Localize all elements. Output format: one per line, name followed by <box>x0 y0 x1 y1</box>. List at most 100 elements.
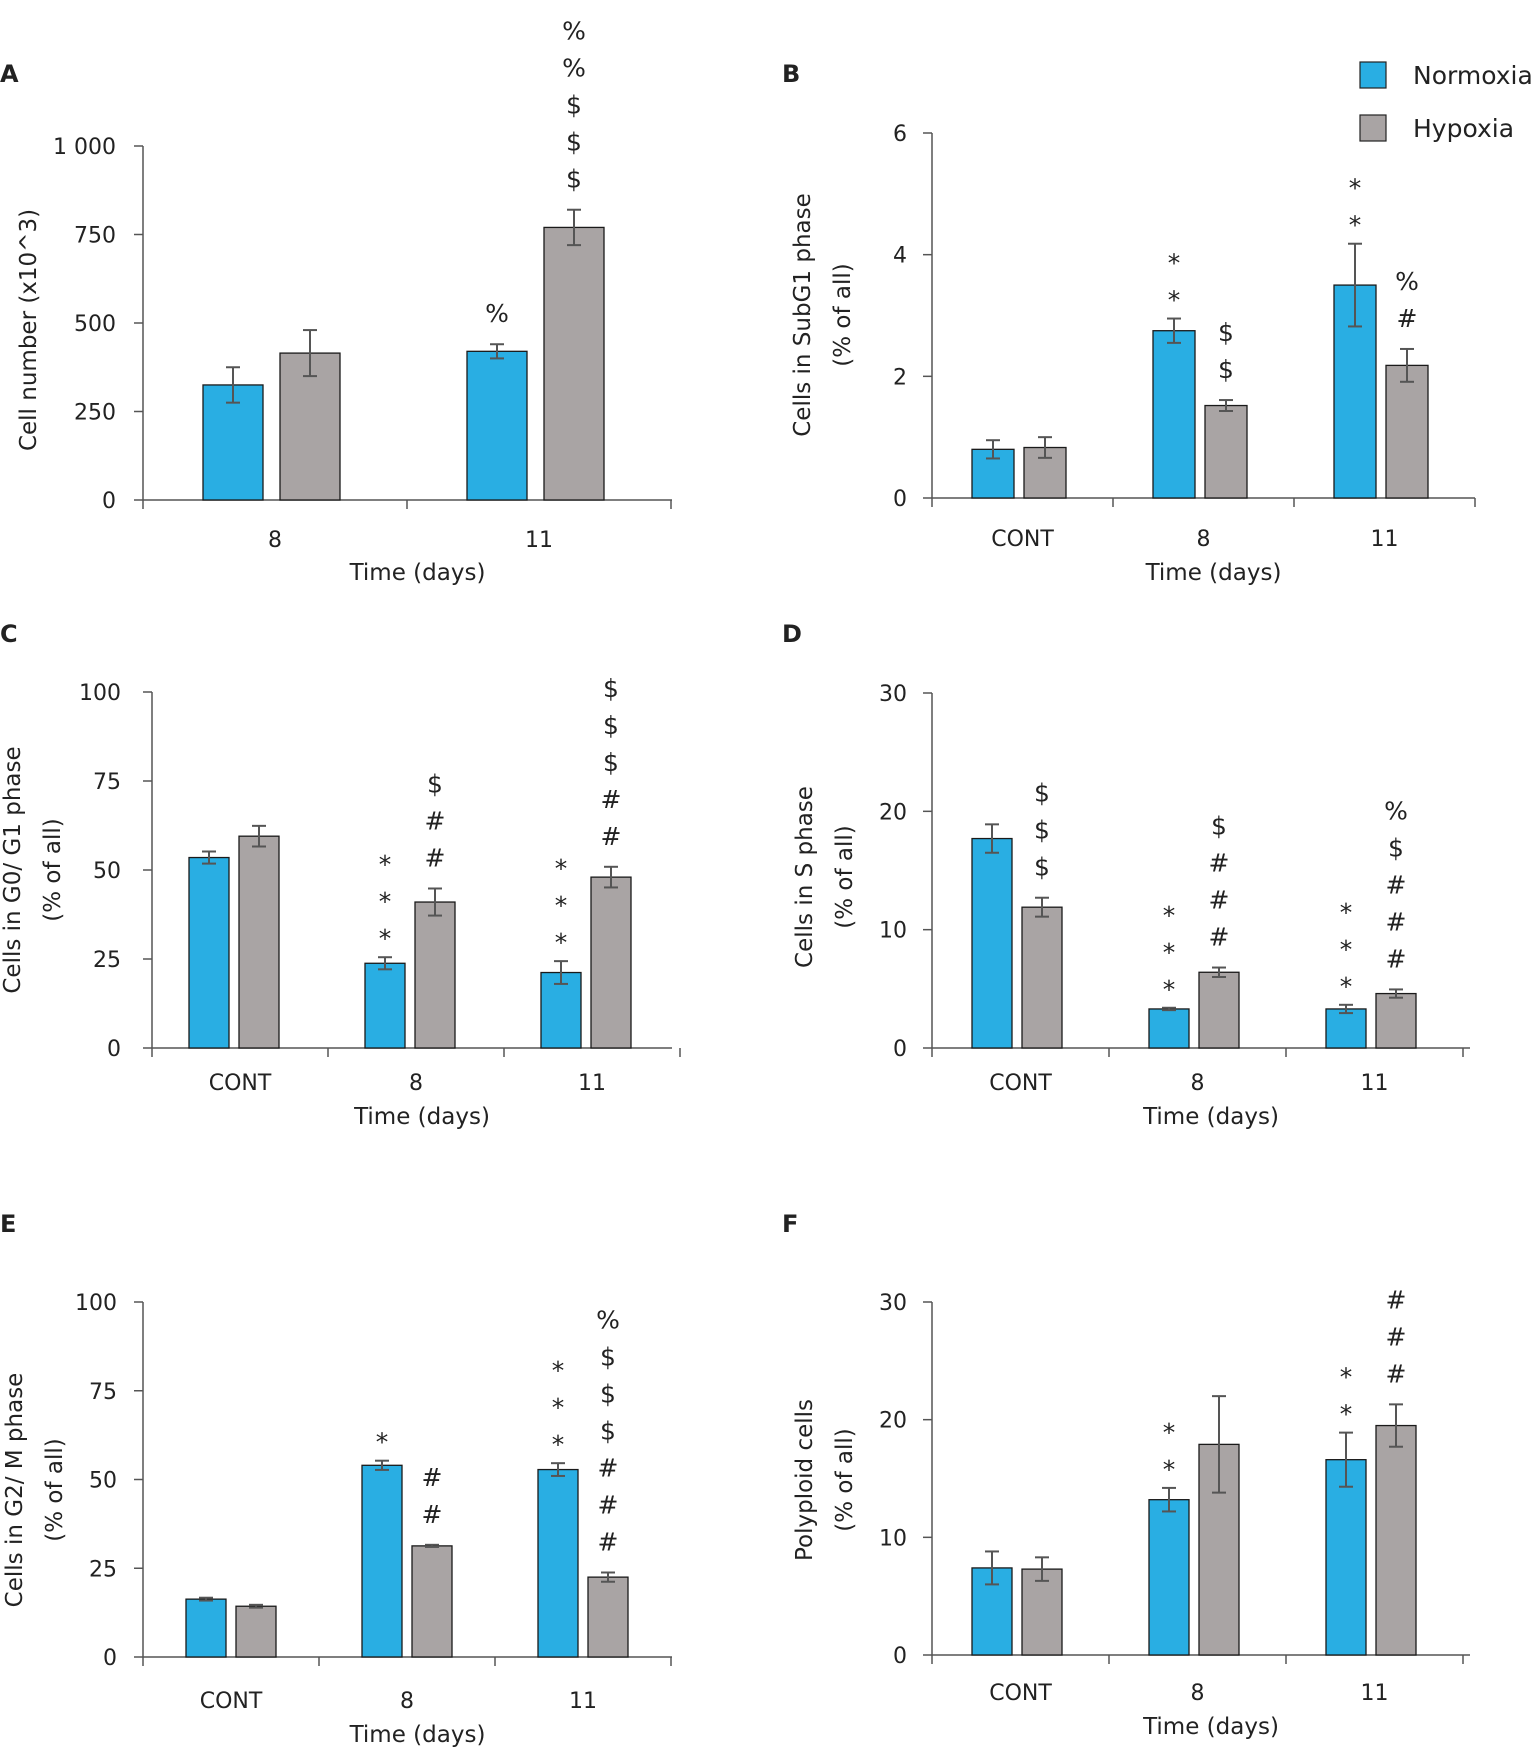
bar-a-hypoxia-0 <box>279 352 341 501</box>
x-category-label-e-2: 11 <box>569 1689 597 1714</box>
significance-mark-e-normoxia-2-2: * <box>552 1430 565 1459</box>
significance-mark-b-normoxia-2-0: * <box>1349 174 1362 203</box>
x-category-label-c-2: 11 <box>578 1071 606 1096</box>
x-category-label-d-2: 11 <box>1361 1071 1389 1096</box>
significance-mark-b-normoxia-1-1: * <box>1168 286 1181 315</box>
bar-e-normoxia-1 <box>361 1464 403 1658</box>
legend-label-normoxia: Normoxia <box>1413 61 1533 90</box>
x-category-label-e-1: 8 <box>400 1689 414 1714</box>
y-tick-label-e-4: 100 <box>75 1291 117 1316</box>
significance-mark-d-hypoxia-1-1: # <box>1209 849 1230 878</box>
bar-e-normoxia-0 <box>185 1598 227 1658</box>
significance-mark-c-normoxia-1-1: * <box>379 887 392 916</box>
y-axis-title-d-0: Cells in S phase <box>792 786 818 968</box>
bar-f-hypoxia-0 <box>1021 1568 1063 1656</box>
y-tick-label-a-4: 1 000 <box>53 135 116 160</box>
bar-f-hypoxia-2 <box>1375 1424 1417 1656</box>
significance-mark-a-normoxia-1-0: % <box>485 299 509 328</box>
significance-mark-c-hypoxia-1-2: # <box>425 844 446 873</box>
y-tick-label-c-2: 50 <box>93 859 121 884</box>
significance-mark-a-hypoxia-1-0: % <box>562 17 586 46</box>
panel-letter-a: A <box>0 60 19 88</box>
significance-mark-c-hypoxia-2-1: $ <box>603 711 619 740</box>
panel-c: C 0 25 50 75 100 CONT 8 * * * $ # #11 * * * $ $ $ # # Time (da… <box>0 620 681 1130</box>
significance-mark-b-normoxia-1-0: * <box>1168 249 1181 278</box>
significance-mark-c-hypoxia-2-0: $ <box>603 674 619 703</box>
significance-mark-e-hypoxia-2-3: $ <box>600 1417 616 1446</box>
x-category-label-d-1: 8 <box>1191 1071 1205 1096</box>
y-tick-label-f-2: 20 <box>879 1409 907 1434</box>
y-tick-label-b-2: 4 <box>893 244 907 269</box>
bar-e-hypoxia-1 <box>411 1545 453 1658</box>
panel-letter-f: F <box>782 1210 798 1238</box>
bar-b-hypoxia-1 <box>1204 404 1248 499</box>
x-category-label-f-0: CONT <box>989 1681 1052 1706</box>
x-axis-title-d: Time (days) <box>1142 1104 1279 1130</box>
significance-mark-d-normoxia-1-0: * <box>1163 901 1176 930</box>
panel-b: B 0 2 4 6 CONT 8 * * $ $11 * *% # Time (days) Cells in … <box>782 60 1476 586</box>
legend-swatch-hypoxia <box>1359 114 1387 142</box>
bar-c-hypoxia-1 <box>414 901 456 1049</box>
y-axis-title-e-1: (% of all) <box>42 1438 68 1541</box>
bar-e-normoxia-2 <box>537 1468 579 1658</box>
significance-mark-c-hypoxia-1-0: $ <box>427 770 443 799</box>
bar-c-normoxia-0 <box>188 856 230 1049</box>
panel-d: D 0 10 20 30 CONT $ $ $8 * * * $ # # #11 * * *% $ # # # Time (d… <box>782 620 1470 1130</box>
y-tick-label-f-3: 30 <box>879 1291 907 1316</box>
y-tick-label-c-4: 100 <box>79 681 121 706</box>
panel-letter-d: D <box>782 620 802 648</box>
significance-mark-d-hypoxia-2-0: % <box>1384 796 1408 825</box>
x-category-label-c-1: 8 <box>409 1071 423 1096</box>
x-category-label-b-2: 11 <box>1371 527 1399 552</box>
legend-label-hypoxia: Hypoxia <box>1413 114 1514 143</box>
y-tick-label-d-0: 0 <box>893 1037 907 1062</box>
significance-mark-f-normoxia-1-0: * <box>1163 1418 1176 1447</box>
panel-a: A 0 250 500 750 1 000 8 11%%% $ $ $ Time (days) Cell… <box>0 17 672 586</box>
bar-a-normoxia-1 <box>466 350 528 501</box>
x-axis-title-b: Time (days) <box>1145 560 1282 586</box>
bar-d-hypoxia-2 <box>1375 992 1417 1049</box>
significance-mark-c-normoxia-1-2: * <box>379 924 392 953</box>
significance-mark-f-hypoxia-2-1: # <box>1386 1322 1407 1351</box>
y-tick-label-b-3: 6 <box>893 122 907 147</box>
panel-e: E 0 25 50 75 100 CONT 8 * # #11 * * *% $ $ $ # # # Time (day… <box>0 1210 672 1748</box>
significance-mark-e-hypoxia-2-5: # <box>598 1491 619 1520</box>
x-category-label-f-1: 8 <box>1191 1681 1205 1706</box>
bar-b-normoxia-1 <box>1152 330 1196 499</box>
x-category-label-a-0: 8 <box>268 528 282 553</box>
significance-mark-f-normoxia-1-1: * <box>1163 1455 1176 1484</box>
significance-mark-e-hypoxia-2-1: $ <box>600 1343 616 1372</box>
y-tick-label-c-0: 0 <box>107 1037 121 1062</box>
panel-letter-e: E <box>0 1210 16 1238</box>
x-category-label-f-2: 11 <box>1361 1681 1389 1706</box>
significance-mark-e-normoxia-2-1: * <box>552 1393 565 1422</box>
significance-mark-f-hypoxia-2-2: # <box>1386 1359 1407 1388</box>
y-tick-label-c-1: 25 <box>93 948 121 973</box>
panel-letter-b: B <box>782 60 800 88</box>
significance-mark-d-hypoxia-2-2: # <box>1386 870 1407 899</box>
y-tick-label-e-0: 0 <box>103 1646 117 1671</box>
y-tick-label-d-1: 10 <box>879 919 907 944</box>
y-tick-label-e-1: 25 <box>89 1557 117 1582</box>
significance-mark-b-hypoxia-2-1: # <box>1397 304 1418 333</box>
significance-mark-e-normoxia-1-0: * <box>376 1428 389 1457</box>
bar-b-normoxia-0 <box>971 448 1015 499</box>
significance-mark-d-hypoxia-1-0: $ <box>1211 812 1227 841</box>
y-axis-title-e-0: Cells in G2/ M phase <box>2 1373 28 1608</box>
significance-mark-a-hypoxia-1-4: $ <box>566 165 582 194</box>
significance-mark-b-normoxia-2-1: * <box>1349 211 1362 240</box>
x-category-label-e-0: CONT <box>200 1689 263 1714</box>
y-tick-label-b-1: 2 <box>893 365 907 390</box>
x-category-label-c-0: CONT <box>209 1071 272 1096</box>
y-tick-label-d-3: 30 <box>879 682 907 707</box>
y-axis-title-f-1: (% of all) <box>832 1428 858 1531</box>
y-tick-label-a-1: 250 <box>74 401 116 426</box>
x-axis-title-f: Time (days) <box>1142 1714 1279 1740</box>
bar-f-normoxia-2 <box>1325 1459 1367 1656</box>
x-category-label-b-0: CONT <box>991 527 1054 552</box>
legend: Normoxia Hypoxia <box>1359 61 1533 143</box>
y-tick-label-f-1: 10 <box>879 1526 907 1551</box>
significance-mark-c-hypoxia-2-4: # <box>601 822 622 851</box>
significance-mark-b-hypoxia-1-0: $ <box>1218 318 1234 347</box>
